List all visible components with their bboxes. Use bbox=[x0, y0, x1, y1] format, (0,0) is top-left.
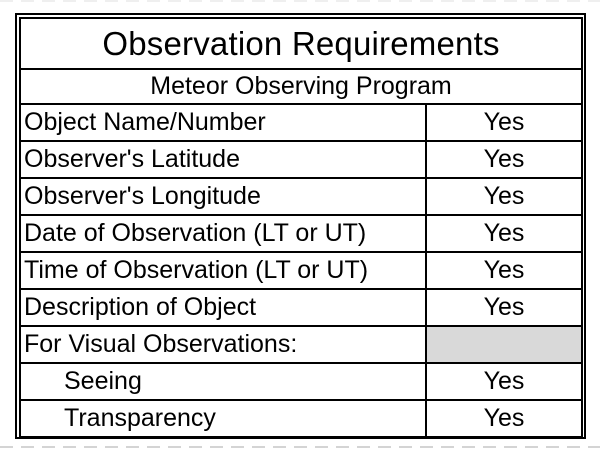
subtitle-row: Meteor Observing Program bbox=[18, 68, 584, 105]
section-row: For Visual Observations: bbox=[19, 325, 584, 364]
requirement-value: Yes bbox=[424, 103, 584, 142]
requirement-label: Description of Object bbox=[19, 288, 427, 327]
requirement-value: Yes bbox=[424, 140, 584, 179]
table-row: Description of Object Yes bbox=[19, 288, 584, 327]
requirement-label: Seeing bbox=[19, 362, 427, 401]
requirement-value: Yes bbox=[424, 288, 584, 327]
requirement-value: Yes bbox=[424, 177, 584, 216]
requirement-label: Observer's Latitude bbox=[19, 140, 427, 179]
section-value-shaded-cell bbox=[424, 325, 584, 364]
requirement-label: Transparency bbox=[19, 399, 427, 438]
table-row: Time of Observation (LT or UT) Yes bbox=[19, 251, 584, 290]
requirement-value: Yes bbox=[424, 399, 584, 438]
title-row: Observation Requirements bbox=[18, 17, 584, 70]
requirement-label: Observer's Longitude bbox=[19, 177, 427, 216]
table-row: Observer's Latitude Yes bbox=[19, 140, 584, 179]
observation-requirements-table: Observation Requirements Meteor Observin… bbox=[18, 17, 584, 438]
section-label: For Visual Observations: bbox=[19, 325, 427, 364]
table-title: Observation Requirements bbox=[18, 17, 584, 70]
table-row: Transparency Yes bbox=[19, 399, 584, 438]
table-outer-frame: Observation Requirements Meteor Observin… bbox=[15, 13, 586, 439]
table-row: Observer's Longitude Yes bbox=[19, 177, 584, 216]
table-subtitle: Meteor Observing Program bbox=[18, 68, 584, 105]
requirement-label: Time of Observation (LT or UT) bbox=[19, 251, 427, 290]
table-row: Seeing Yes bbox=[19, 362, 584, 401]
requirement-label: Date of Observation (LT or UT) bbox=[19, 214, 427, 253]
requirement-label: Object Name/Number bbox=[19, 103, 427, 142]
page-break-dashes-top bbox=[0, 0, 600, 2]
requirement-value: Yes bbox=[424, 362, 584, 401]
requirement-value: Yes bbox=[424, 214, 584, 253]
requirement-value: Yes bbox=[424, 251, 584, 290]
table-row: Date of Observation (LT or UT) Yes bbox=[19, 214, 584, 253]
table-row: Object Name/Number Yes bbox=[19, 103, 584, 142]
page-break-dashes-bottom bbox=[0, 446, 600, 448]
